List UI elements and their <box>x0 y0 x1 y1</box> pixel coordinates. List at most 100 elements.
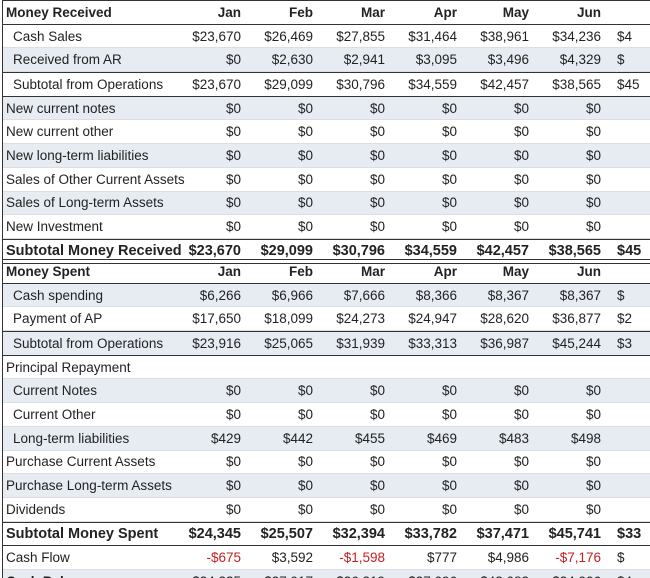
table-row: New current notes $0 $0 $0 $0 $0 $0 <box>3 96 650 121</box>
row-label: Principal Repayment <box>6 359 131 375</box>
table-row: Cash Flow -$675 $3,592 -$1,598 $777 $4,986 -$7… <box>3 546 650 570</box>
row-label: New long-term liabilities <box>6 147 149 163</box>
cell-jun: $0 <box>585 383 601 399</box>
cell-feb: $0 <box>297 454 313 470</box>
cell-jan: -$675 <box>206 550 241 566</box>
cell-may: $0 <box>513 383 529 399</box>
row-label: Payment of AP <box>13 311 103 327</box>
cell-jan: $23,916 <box>192 335 241 351</box>
cell-feb: $37,917 <box>241 574 313 578</box>
table-row: Current Other $0 $0 $0 $0 $0 $0 <box>3 403 650 427</box>
cell-apr: $0 <box>441 124 457 140</box>
cell-apr: $0 <box>441 406 457 422</box>
cell-mar: $31,939 <box>336 335 385 351</box>
cell-apr: $777 <box>426 550 457 566</box>
cell-jan: $0 <box>225 195 241 211</box>
cell-feb: $0 <box>297 147 313 163</box>
cell-partial: $45 <box>617 243 642 260</box>
cell-jan: $34,325 <box>168 574 241 578</box>
row-label: Received from AR <box>13 52 122 68</box>
month-header-jun: Jun <box>576 4 601 20</box>
table-row: Sales of Other Current Assets $0 $0 $0 $0 $0 $… <box>3 168 650 192</box>
cell-jun: $36,877 <box>552 311 601 327</box>
cell-partial: $ <box>617 550 625 566</box>
cell-feb: $0 <box>297 124 313 140</box>
cell-mar: $0 <box>369 406 385 422</box>
cell-feb: $26,469 <box>264 28 313 44</box>
cell-jan: $24,345 <box>188 525 241 542</box>
cell-apr: $0 <box>441 219 457 235</box>
month-header-feb: Feb <box>288 4 313 20</box>
row-label: Subtotal Money Spent <box>6 525 159 542</box>
cell-jan: $0 <box>225 501 241 517</box>
cell-apr: $31,464 <box>408 28 457 44</box>
cell-jun: $34,906 <box>529 574 601 578</box>
row-label: New current notes <box>6 100 116 116</box>
cell-jan: $0 <box>225 147 241 163</box>
cell-may: $0 <box>513 406 529 422</box>
cell-may: $0 <box>513 147 529 163</box>
cell-mar: $0 <box>369 478 385 494</box>
month-header-jun: Jun <box>576 263 601 279</box>
cell-partial: $3 <box>617 335 633 351</box>
table-row: Cash Balance$34,325$37,917$36,319$37,096… <box>3 569 650 578</box>
cell-feb: $3,592 <box>271 550 313 566</box>
cell-mar: $24,273 <box>336 311 385 327</box>
cell-apr: $34,559 <box>408 76 457 92</box>
cell-partial: $45 <box>617 76 640 92</box>
cell-jun: $0 <box>585 406 601 422</box>
row-label: Purchase Long-term Assets <box>6 478 172 494</box>
cell-jan: $0 <box>225 171 241 187</box>
cell-jun: $0 <box>585 171 601 187</box>
cell-may: $0 <box>513 501 529 517</box>
cell-may: $36,987 <box>480 335 529 351</box>
month-header-mar: Mar <box>360 263 385 279</box>
cell-partial: $ <box>617 287 625 303</box>
cell-mar: $0 <box>369 195 385 211</box>
cell-apr: $0 <box>441 195 457 211</box>
cell-jan: $0 <box>225 406 241 422</box>
row-label: Subtotal from Operations <box>13 76 164 92</box>
spent-header-row: Money Spent Jan Feb Mar Apr May Jun <box>3 259 650 284</box>
cell-feb: $0 <box>297 501 313 517</box>
cell-mar: $27,855 <box>336 28 385 44</box>
cell-jan: $429 <box>210 430 241 446</box>
cell-jun: $0 <box>585 501 601 517</box>
cell-jun: $8,367 <box>559 287 601 303</box>
cell-apr: $0 <box>441 100 457 116</box>
cell-feb: $2,630 <box>271 52 313 68</box>
cell-jan: $0 <box>225 100 241 116</box>
cell-jan: $17,650 <box>192 311 241 327</box>
cell-mar: $30,796 <box>336 76 385 92</box>
row-label: New current other <box>6 124 114 140</box>
cell-may: $3,496 <box>487 52 529 68</box>
cell-partial: $4 <box>601 574 647 578</box>
cell-feb: $6,966 <box>271 287 313 303</box>
cell-may: $42,457 <box>480 76 529 92</box>
cell-mar: $0 <box>369 171 385 187</box>
cell-jun: $4,329 <box>559 52 601 68</box>
cell-partial: $2 <box>617 311 633 327</box>
month-header-may: May <box>502 4 529 20</box>
cell-feb: $29,099 <box>260 243 313 260</box>
table-row: Subtotal from Operations $23,670 $29,099 $3… <box>3 72 650 97</box>
cell-jan: $0 <box>225 52 241 68</box>
table-row: New long-term liabilities $0 $0 $0 $0 $0 $0 <box>3 144 650 168</box>
cell-mar: -$1,598 <box>339 550 385 566</box>
cell-apr: $0 <box>441 171 457 187</box>
cell-apr: $0 <box>441 454 457 470</box>
cell-may: $8,367 <box>487 287 529 303</box>
table-row: Sales of Long-term Assets $0 $0 $0 $0 $0 $0 <box>3 191 650 216</box>
cell-mar: $0 <box>369 501 385 517</box>
cell-jun: $0 <box>585 147 601 163</box>
spent-section-title: Money Spent <box>6 263 91 279</box>
cell-jun: $45,244 <box>552 335 601 351</box>
cell-jun: $0 <box>585 219 601 235</box>
cell-may: $0 <box>513 219 529 235</box>
cell-feb: $0 <box>297 171 313 187</box>
table-row: Long-term liabilities $429 $442 $455 $469 $48… <box>3 426 650 451</box>
cell-feb: $18,099 <box>264 311 313 327</box>
row-label: Current Notes <box>13 383 98 399</box>
cell-feb: $0 <box>297 383 313 399</box>
cell-jun: $0 <box>585 100 601 116</box>
